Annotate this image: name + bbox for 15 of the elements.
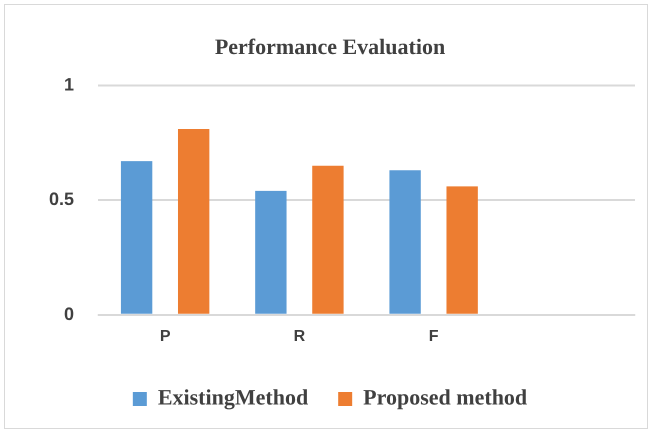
bar [120, 161, 152, 314]
legend-label: ExistingMethod [158, 384, 308, 410]
bar [255, 190, 287, 314]
y-tick-label: 0 [64, 304, 74, 324]
y-tick-label: 0.5 [48, 189, 74, 210]
bar [446, 186, 478, 314]
bar [178, 128, 210, 314]
chart-title: Performance Evaluation [214, 34, 446, 59]
y-tick-label: 1 [64, 74, 74, 94]
x-tick-label: F [428, 328, 439, 345]
bar [312, 166, 344, 314]
x-tick-label: R [294, 328, 306, 345]
bar [389, 170, 421, 314]
legend-label: Proposed method [363, 384, 528, 410]
x-tick-label: P [160, 328, 171, 345]
